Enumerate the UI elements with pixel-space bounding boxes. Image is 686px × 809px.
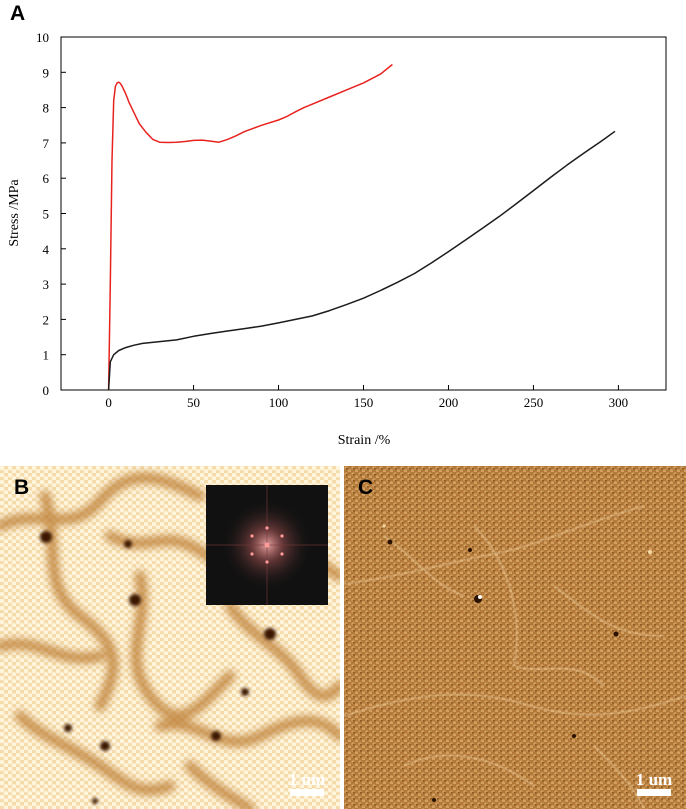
y-tick-label: 2 <box>43 312 50 327</box>
defect-dot <box>129 594 141 606</box>
micrograph-c-image <box>344 466 686 809</box>
defect-dot <box>40 531 52 543</box>
defect-dot <box>92 798 98 804</box>
defect-dot <box>478 595 482 599</box>
series-line-1 <box>107 63 393 391</box>
defect-dot <box>264 628 276 640</box>
y-tick-label: 3 <box>43 277 50 292</box>
micrograph-c: C 1 um <box>344 466 686 809</box>
scale-bar-c-line <box>637 789 671 796</box>
defect-dot <box>241 688 249 696</box>
defect-dot <box>64 724 72 732</box>
defect-dot <box>387 539 393 545</box>
y-tick-label: 7 <box>43 136 50 151</box>
defect-dot <box>100 741 110 751</box>
x-axis-label: Strain /% <box>338 433 391 448</box>
x-axis: 0 50 100 150 200 250 300 <box>105 385 628 410</box>
x-tick-label: 50 <box>187 395 200 410</box>
x-tick-label: 300 <box>609 395 629 410</box>
x-tick-label: 200 <box>439 395 459 410</box>
y-tick-label: 5 <box>43 207 50 222</box>
y-tick-label: 6 <box>43 171 50 186</box>
y-tick-label: 8 <box>43 101 50 116</box>
y-tick-label: 0 <box>43 383 50 398</box>
y-tick-label: 1 <box>43 348 50 363</box>
panel-label-a: A <box>10 2 26 25</box>
y-tick-label: 10 <box>36 30 49 45</box>
defect-dot <box>432 798 436 802</box>
x-tick-label: 250 <box>524 395 544 410</box>
defect-dot <box>124 540 132 548</box>
panel-label-c: C <box>358 476 374 499</box>
y-tick-label: 4 <box>43 242 50 257</box>
scale-bar-b-line <box>290 789 324 796</box>
micrograph-b: B 1 um <box>0 466 340 809</box>
scale-bar-c: 1 um <box>631 771 677 796</box>
scale-label-c: 1 um <box>635 770 673 789</box>
plot-frame <box>60 36 667 391</box>
x-tick-label: 0 <box>105 395 112 410</box>
y-axis: 0 1 2 3 4 5 6 7 8 9 10 <box>36 30 66 398</box>
fft-inset <box>206 485 328 605</box>
x-tick-label: 100 <box>269 395 289 410</box>
stress-strain-chart: 0 50 100 150 200 250 300 0 1 2 3 4 5 6 7 8 9 10 Strain /… <box>7 30 667 448</box>
defect-dot <box>211 731 221 741</box>
scale-label-b: 1 um <box>288 770 326 789</box>
defect-dot <box>468 548 472 552</box>
y-tick-label: 9 <box>43 65 50 80</box>
scale-bar-b: 1 um <box>284 771 330 796</box>
x-tick-label: 150 <box>354 395 374 410</box>
defect-dot <box>382 524 386 528</box>
defect-dot <box>572 734 576 738</box>
series-layer <box>107 63 616 391</box>
micrograph-b-image <box>0 466 340 809</box>
y-axis-label: Stress /MPa <box>7 179 22 247</box>
series-line-2 <box>107 130 616 391</box>
defect-dot <box>648 550 652 554</box>
defect-dot <box>613 631 619 637</box>
panel-label-b: B <box>14 476 30 499</box>
